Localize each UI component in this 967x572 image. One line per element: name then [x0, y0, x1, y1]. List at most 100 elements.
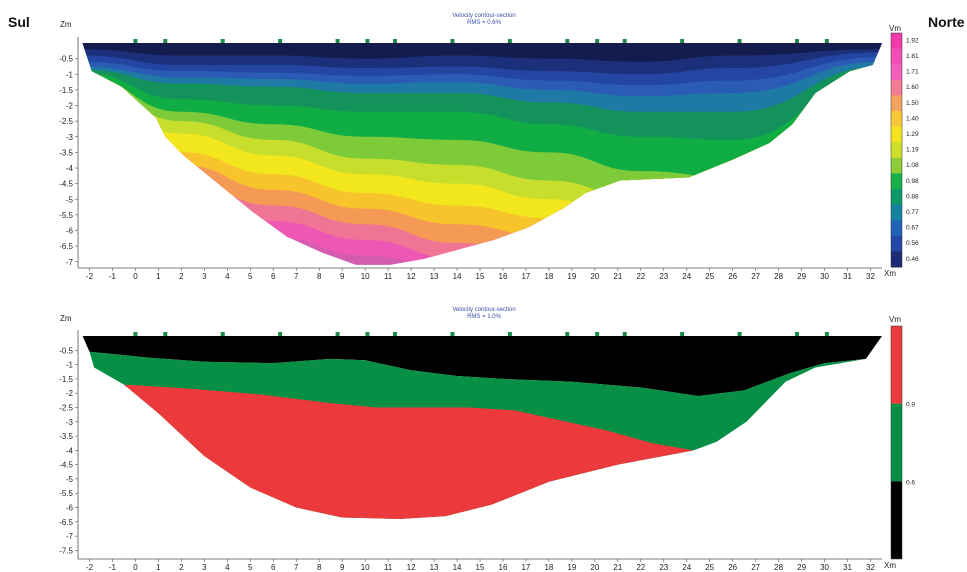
- chart1-subtitle: RMS = 0.6%: [467, 20, 502, 26]
- chart1-colorbar-swatch: [891, 142, 902, 159]
- chart2-plot: -0.5 -1 -1.5 -2 -2.5 -3 -3.5 -4 -4.5 -5 -5.5 -6 -6.5…: [59, 325, 915, 572]
- chart2-x-tick-label: 21: [613, 563, 622, 572]
- chart2-x-tick-label: 7: [294, 563, 299, 572]
- chart1-geophone-marker: [680, 39, 685, 43]
- chart1-geophone-marker: [220, 39, 225, 43]
- chart1-colorbar-label: 0.88: [906, 193, 919, 200]
- chart2-x-tick-label: -2: [86, 563, 94, 572]
- chart2-y-tick-label: -7: [66, 532, 74, 541]
- chart1-y-tick-label: -4: [66, 164, 74, 173]
- chart2-colorbar-label: 0.9: [906, 402, 915, 409]
- chart2-y-tick-label: -4.5: [59, 461, 73, 470]
- north-label: Norte: [928, 14, 965, 30]
- chart1-band-0: [82, 43, 882, 62]
- chart2-y-tick-label: -6: [66, 504, 74, 513]
- chart1-y-tick-label: -5.5: [59, 211, 73, 220]
- chart2-subtitle: RMS = 1.0%: [467, 314, 502, 320]
- chart1-y-tick-label: -0.5: [59, 55, 73, 64]
- chart1-colorbar-label: 1.19: [906, 147, 919, 154]
- chart2-x-tick-label: 31: [843, 563, 852, 572]
- chart2-x-tick-label: 11: [384, 563, 393, 572]
- chart1-x-tick-label: 24: [682, 272, 691, 281]
- chart1-y-tick-label: -6: [66, 227, 74, 236]
- chart1-x-tick-label: -2: [86, 272, 94, 281]
- chart2-y-tick-label: -5: [66, 475, 74, 484]
- chart1-x-tick-label: 10: [361, 272, 370, 281]
- chart1-x-tick-label: 4: [225, 272, 230, 281]
- chart1-colorbar-swatch: [891, 235, 902, 252]
- chart1-x-tick-label: 5: [248, 272, 253, 281]
- chart1-geophone-marker: [393, 39, 398, 43]
- chart1-x-tick-label: -1: [109, 272, 117, 281]
- chart1-x-tick-label: 14: [453, 272, 462, 281]
- chart1-x-tick-label: 30: [820, 272, 829, 281]
- chart1-colorbar-label: 1.08: [906, 162, 919, 169]
- chart1-x-tick-label: 28: [774, 272, 783, 281]
- chart1-plot: -0.5 -1 -1.5 -2 -2.5 -3 -3.5 -4 -4.5 -5 -5.5 -6 -6.5…: [59, 32, 919, 281]
- chart2-x-tick-label: 2: [179, 563, 184, 572]
- chart1-colorbar-swatch: [891, 33, 902, 50]
- chart2-x-tick-label: 22: [636, 563, 645, 572]
- chart2-xlabel: Xm: [884, 561, 896, 570]
- chart1-x-tick-label: 7: [294, 272, 299, 281]
- chart2-geophone-marker: [737, 332, 742, 336]
- chart2-y-tick-label: -2.5: [59, 403, 73, 412]
- chart1-x-tick-label: 8: [317, 272, 322, 281]
- chart2-y-tick-label: -2: [66, 389, 74, 398]
- chart2-geophone-marker: [133, 332, 138, 336]
- chart1-xlabel: Xm: [884, 269, 896, 278]
- chart2-x-tick-label: 16: [499, 563, 508, 572]
- chart2-geophone-marker: [680, 332, 685, 336]
- chart1-colorbar: 1.92 1.81 1.71 1.60 1.50 1.40 1.29 1.19 1.08 0.98…: [890, 32, 919, 268]
- chart1-y-tick-label: -3.5: [59, 148, 73, 157]
- chart2-colorbar-frame: [890, 325, 903, 560]
- chart1-geophone-marker: [737, 39, 742, 43]
- chart2-y-tick-label: -4: [66, 446, 74, 455]
- chart2-y-tick-label: -7.5: [59, 546, 73, 555]
- chart2-layer-red: [123, 384, 694, 519]
- chart2-x-tick-label: 15: [476, 563, 485, 572]
- chart1-colorbar-label: 1.50: [906, 100, 919, 107]
- chart2-x-tick-label: 5: [248, 563, 253, 572]
- chart1-colorbar-swatch: [891, 204, 902, 221]
- chart1-x-tick-label: 1: [156, 272, 161, 281]
- chart1-colorbar-swatch: [891, 251, 902, 268]
- chart1-geophone-marker: [565, 39, 570, 43]
- chart2-geophone-marker: [163, 332, 168, 336]
- chart2-colorbar-swatch: [891, 326, 902, 404]
- chart1-colorbar-swatch: [891, 189, 902, 206]
- chart1-x-tick-label: 23: [659, 272, 668, 281]
- chart2-x-tick-label: 4: [225, 563, 230, 572]
- chart1-colorbar-swatch: [891, 79, 902, 96]
- chart1-x-tick-label: 27: [751, 272, 760, 281]
- chart1-x-tick-label: 16: [499, 272, 508, 281]
- chart1-x-tick-label: 17: [521, 272, 530, 281]
- chart1-geophone-marker: [365, 39, 370, 43]
- chart1-geophone-marker: [450, 39, 455, 43]
- chart1-y-tick-label: -4.5: [59, 180, 73, 189]
- chart1-colorbar-swatch: [891, 173, 902, 190]
- chart1-y-tick-label: -2.5: [59, 117, 73, 126]
- chart1-colorbar-label: Vm: [889, 24, 901, 33]
- chart1-y-tick-label: -5: [66, 195, 74, 204]
- chart1-colorbar-label: 1.40: [906, 115, 919, 122]
- chart1-x-tick-label: 26: [728, 272, 737, 281]
- chart1-colorbar-label: 1.92: [906, 37, 919, 44]
- chart2-geophone-marker: [335, 332, 340, 336]
- south-label: Sul: [8, 14, 30, 30]
- chart2-colorbar-swatch: [891, 403, 902, 482]
- chart2-x-tick-label: 30: [820, 563, 829, 572]
- chart2-x-tick-label: 28: [774, 563, 783, 572]
- chart2-x-tick-label: 29: [797, 563, 806, 572]
- chart2-x-tick-label: 20: [590, 563, 599, 572]
- chart2-geophone-marker: [622, 332, 627, 336]
- chart2-x-tick-label: 18: [544, 563, 553, 572]
- chart1-colorbar-swatch: [891, 64, 902, 81]
- chart2-colorbar-label: 0.6: [906, 479, 915, 486]
- chart2-y-tick-label: -1.5: [59, 375, 73, 384]
- chart1-title: Velocity contour-section: [452, 13, 515, 19]
- chart1-colorbar-label: 1.81: [906, 53, 919, 60]
- chart1-y-tick-label: -1.5: [59, 86, 73, 95]
- chart2-geophone-marker: [450, 332, 455, 336]
